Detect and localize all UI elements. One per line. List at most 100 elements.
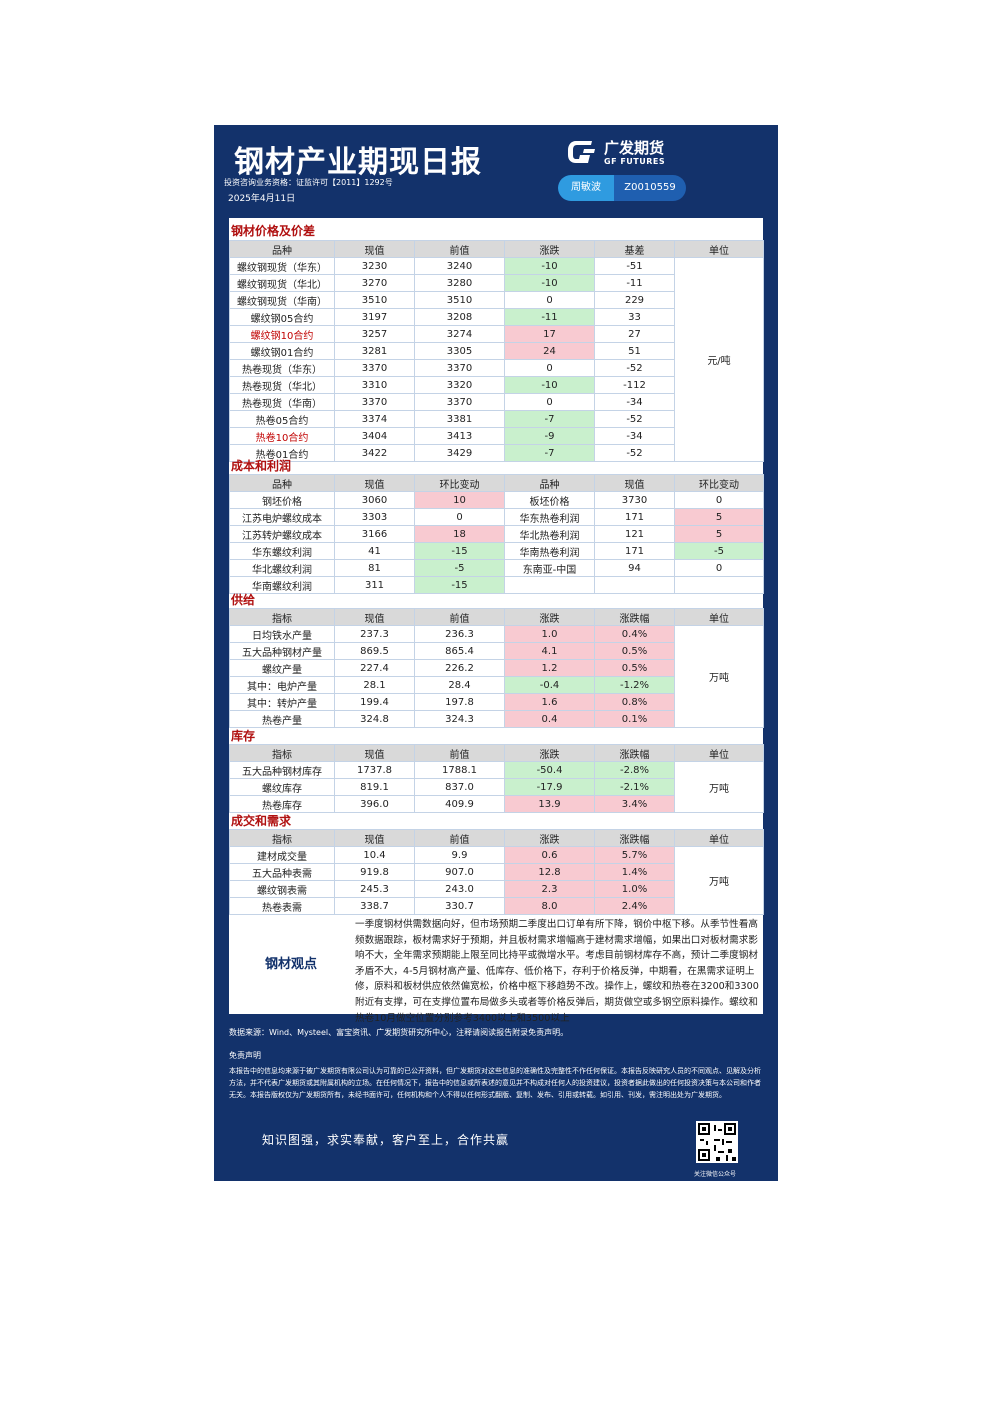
steel-view: 钢材观点 一季度钢材供需数据向好，但市场预期二季度出口订单有所下降，钢价中枢下移… [229, 914, 763, 1024]
cell-previous: 907.0 [414, 863, 505, 881]
cell-change-pct: 0.5% [594, 642, 675, 660]
cell-change: 13.9 [504, 795, 595, 813]
unit-cell: 万吨 [674, 625, 764, 728]
row-name: 板坯价格 [504, 491, 595, 509]
slogan: 知识图强，求实奉献，客户至上，合作共赢 [262, 1133, 510, 1147]
logo-en: GF FUTURES [604, 157, 666, 166]
report-content: 钢材价格及价差 品种 现值 前值 涨跌 基差 单位 螺纹钢现货（华东） 3230 3240 -10… [229, 218, 764, 1024]
section-title-supply: 供给 [231, 593, 256, 607]
header-row: 指标 现值 前值 涨跌 涨跌幅 单位 [229, 829, 764, 847]
row-name: 华东螺纹利润 [229, 542, 335, 560]
column-header: 涨跌幅 [594, 744, 675, 762]
row-name: 华南热卷利润 [504, 542, 595, 560]
header-row: 指标 现值 前值 涨跌 涨跌幅 单位 [229, 608, 764, 626]
column-header: 指标 [229, 744, 335, 762]
cell-current: 919.8 [334, 863, 415, 881]
column-header: 涨跌幅 [594, 829, 675, 847]
column-header: 现值 [334, 829, 415, 847]
column-header: 现值 [334, 744, 415, 762]
cell-previous: 330.7 [414, 897, 505, 915]
cell-change: 5 [674, 508, 764, 526]
table-row: 热卷现货（华东） 3370 3370 0 -52 [229, 359, 764, 377]
row-name: 江苏转炉螺纹成本 [229, 525, 335, 543]
table-row: 螺纹钢10合约 3257 3274 17 27 [229, 325, 764, 343]
row-name: 螺纹钢表需 [229, 880, 335, 898]
qr-code [696, 1121, 738, 1163]
cell-basis: -112 [594, 376, 675, 394]
cell-change: 8.0 [504, 897, 595, 915]
cell-current: 121 [594, 525, 675, 543]
row-name: 钢坯价格 [229, 491, 335, 509]
section-title-demand: 成交和需求 [231, 814, 292, 828]
cell-change-pct: 1.0% [594, 880, 675, 898]
row-name: 热卷表需 [229, 897, 335, 915]
cell-change: -50.4 [504, 761, 595, 779]
row-name: 华东热卷利润 [504, 508, 595, 526]
cell-previous: 3280 [414, 274, 505, 292]
qr-code-icon [698, 1123, 736, 1161]
row-name: 其中：电炉产量 [229, 676, 335, 694]
cell-basis: 229 [594, 291, 675, 309]
row-name: 其中：转炉产量 [229, 693, 335, 711]
table-row: 螺纹钢现货（华南） 3510 3510 0 229 [229, 291, 764, 309]
cell-change: -17.9 [504, 778, 595, 796]
cell-change: 0.4 [504, 710, 595, 728]
cell-current: 324.8 [334, 710, 415, 728]
cell-change: -10 [504, 257, 595, 275]
section-title-cost: 成本和利润 [231, 459, 292, 473]
table-row: 螺纹钢表需 245.3 243.0 2.3 1.0% [229, 880, 764, 898]
column-header: 品种 [229, 240, 335, 258]
cell-change: 24 [504, 342, 595, 360]
report-date: 2025年4月11日 [228, 194, 296, 204]
header-row: 指标 现值 前值 涨跌 涨跌幅 单位 [229, 744, 764, 762]
cell-previous: 197.8 [414, 693, 505, 711]
cell-change: 0.6 [504, 846, 595, 864]
column-header: 涨跌 [504, 744, 595, 762]
cell-previous: 3370 [414, 393, 505, 411]
cell-change-pct: 3.4% [594, 795, 675, 813]
cell-change-pct: -2.8% [594, 761, 675, 779]
row-name: 日均铁水产量 [229, 625, 335, 643]
cell-current: 245.3 [334, 880, 415, 898]
analyst-badge: 周敏波 Z0010559 [558, 175, 686, 201]
column-header: 指标 [229, 608, 335, 626]
row-name: 五大品种表需 [229, 863, 335, 881]
cell-change: -9 [504, 427, 595, 445]
cell-previous: 3413 [414, 427, 505, 445]
cell-change: 0 [504, 393, 595, 411]
inventory-table: 指标 现值 前值 涨跌 涨跌幅 单位 五大品种钢材库存 1737.8 1788.1 -50.4 -2… [229, 744, 764, 813]
cell-current: 3166 [334, 525, 415, 543]
column-header: 环比变动 [414, 474, 505, 492]
cell-change: 0 [674, 491, 764, 509]
cell-current: 227.4 [334, 659, 415, 677]
analyst-name: 周敏波 [558, 175, 614, 201]
column-header: 基差 [594, 240, 675, 258]
cell-change: -10 [504, 376, 595, 394]
row-name: 东南亚-中国 [504, 559, 595, 577]
cell-current: 28.1 [334, 676, 415, 694]
supply-table: 指标 现值 前值 涨跌 涨跌幅 单位 日均铁水产量 237.3 236.3 1.0 0.4% 万吨 五大… [229, 608, 764, 728]
cell-previous: 865.4 [414, 642, 505, 660]
cell-change: -11 [504, 308, 595, 326]
column-header: 现值 [334, 240, 415, 258]
table-row: 五大品种钢材库存 1737.8 1788.1 -50.4 -2.8% 万吨 [229, 761, 764, 813]
column-header: 单位 [674, 744, 764, 762]
cell-change-pct: 5.7% [594, 846, 675, 864]
table-row: 江苏电炉螺纹成本 3303 0 华东热卷利润 171 5 [229, 508, 764, 526]
cell-basis: -51 [594, 257, 675, 275]
column-header: 品种 [504, 474, 595, 492]
cell-previous: 3381 [414, 410, 505, 428]
gf-logo: 广发期货 GF FUTURES [564, 135, 684, 171]
unit-cell: 万吨 [674, 761, 764, 813]
cell-change: -15 [414, 576, 505, 594]
column-header: 前值 [414, 744, 505, 762]
unit-cell: 元/吨 [674, 257, 764, 462]
cell-change-pct: 0.1% [594, 710, 675, 728]
cell-current: 3422 [334, 444, 415, 462]
cell-previous: 243.0 [414, 880, 505, 898]
prices-table: 品种 现值 前值 涨跌 基差 单位 螺纹钢现货（华东） 3230 3240 -10 -51 元/吨 螺纹… [229, 240, 764, 462]
cell-change: 10 [414, 491, 505, 509]
row-name: 热卷现货（华北） [229, 376, 335, 394]
cell-current: 3197 [334, 308, 415, 326]
cell-current: 869.5 [334, 642, 415, 660]
